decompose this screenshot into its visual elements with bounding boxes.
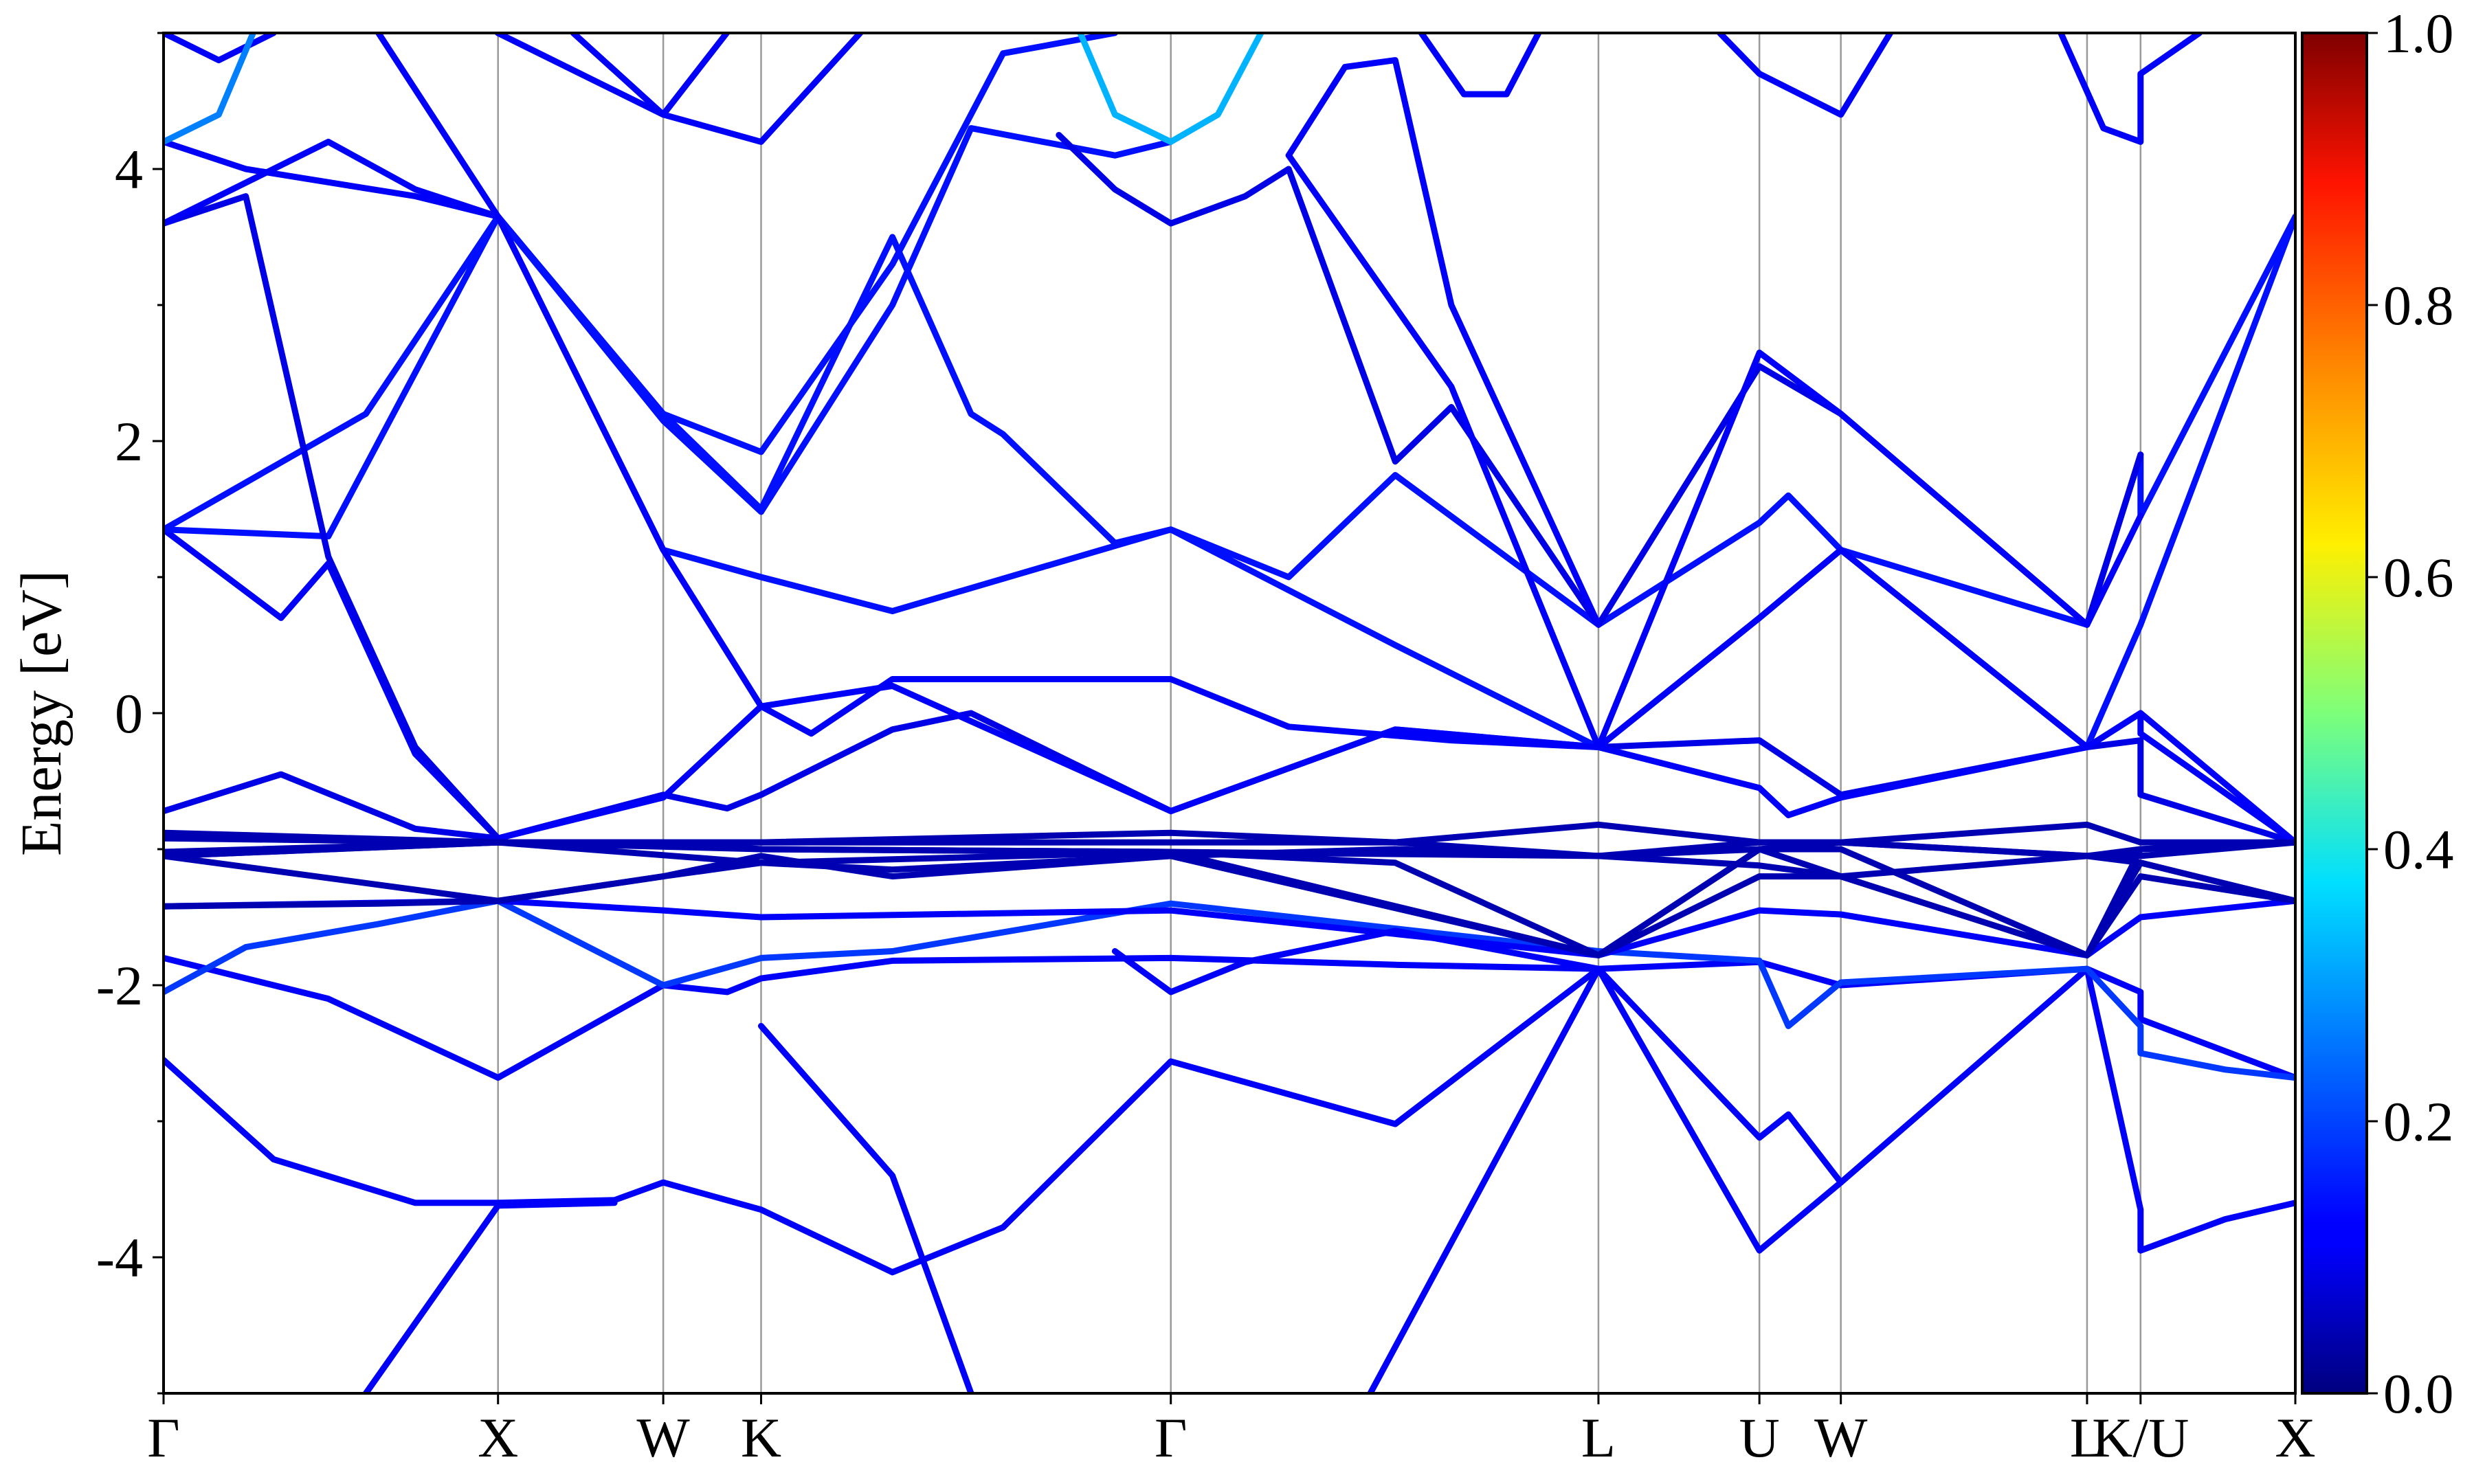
band-line: [164, 138, 502, 220]
x-tick-label: L: [1581, 1406, 1616, 1469]
band-line: [164, 839, 2295, 859]
band-line: [164, 33, 277, 64]
x-tick-label: X: [478, 1406, 518, 1469]
y-tick-label: -2: [96, 954, 143, 1017]
band-line: [495, 125, 1174, 515]
y-axis-title: Energy [eV]: [10, 570, 74, 856]
band-lines: [164, 33, 2295, 1393]
x-tick-label: W: [1814, 1406, 1868, 1469]
colorbar-tick-label: 0.4: [2383, 818, 2454, 881]
band-line: [164, 710, 2295, 846]
band-line: [164, 138, 502, 227]
y-axis-ticks: 4 2 0 -2 -4: [96, 32, 164, 1395]
x-tick-label: X: [2275, 1406, 2315, 1469]
band-line: [495, 213, 2295, 750]
band-line: [494, 33, 864, 145]
y-tick-label: 2: [115, 410, 143, 473]
band-line: [164, 33, 256, 145]
band-line: [1418, 33, 1542, 98]
band-line: [362, 1200, 618, 1393]
y-tick-label: 4: [115, 138, 143, 201]
band-line: [1285, 57, 1602, 628]
colorbar-tick-label: 0.6: [2383, 546, 2454, 609]
colorbar-ticks: 0.0 0.2 0.4 0.6 0.8 1.0: [2367, 2, 2454, 1425]
x-tick-label: K: [741, 1406, 781, 1469]
band-line: [164, 33, 1118, 533]
band-line: [375, 33, 502, 220]
x-tick-label: Γ: [147, 1406, 179, 1469]
band-line: [164, 213, 2295, 628]
x-tick-label: W: [636, 1406, 690, 1469]
band-line: [164, 839, 2295, 904]
band-line: [1367, 965, 1845, 1393]
colorbar-tick-label: 1.0: [2383, 2, 2454, 65]
band-line: [570, 33, 730, 118]
x-tick-label: U: [1739, 1406, 1780, 1469]
band-line: [1285, 152, 2144, 750]
band-line: [164, 835, 2295, 958]
y-tick-label: -4: [96, 1226, 143, 1289]
band-line: [164, 193, 502, 842]
band-line: [2058, 33, 2203, 145]
x-axis-ticks: Γ X W K Γ L U W LK/U X: [147, 1393, 2316, 1469]
colorbar-tick-label: 0.0: [2383, 1362, 2454, 1425]
x-tick-label: L: [2070, 1406, 2104, 1469]
x-tick-label: Γ: [1155, 1406, 1187, 1469]
band-line: [1077, 33, 1264, 145]
colorbar: [2301, 32, 2368, 1395]
x-tick-label: K/U: [2092, 1406, 2189, 1469]
band-line: [1717, 33, 1894, 118]
band-line: [495, 213, 2295, 846]
band-line: [164, 526, 2295, 846]
band-line: [758, 1022, 974, 1393]
colorbar-tick-label: 0.8: [2383, 274, 2454, 337]
band-line: [164, 954, 2295, 1081]
y-tick-label: 0: [115, 682, 143, 745]
colorbar-tick-label: 0.2: [2383, 1090, 2454, 1153]
band-line: [164, 897, 2295, 1081]
